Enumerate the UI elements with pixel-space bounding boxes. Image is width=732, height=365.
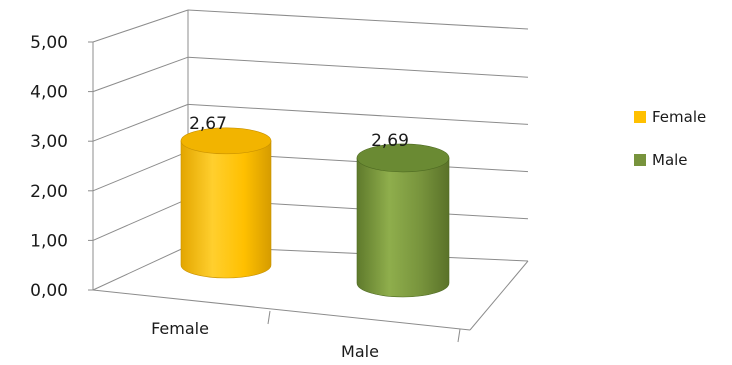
y-tick-label-1: 1,00 [30, 231, 68, 251]
x-tick-label-male: Male [341, 342, 379, 361]
legend-item-female: Female [634, 106, 706, 128]
gridline-back-3 [187, 103, 529, 125]
gridline-side-3 [92, 103, 189, 142]
x-axis-front [92, 289, 471, 331]
x-tick-0 [267, 310, 271, 325]
gridline-side-4 [92, 56, 189, 93]
y-tick-label-5: 5,00 [30, 33, 68, 53]
legend-label-male: Male [652, 151, 688, 169]
y-tick-label-2: 2,00 [30, 182, 68, 202]
gridline-back-4 [187, 56, 529, 78]
legend-label-female: Female [652, 108, 707, 126]
gridline-side-1 [92, 198, 189, 241]
gridline-back-5 [187, 9, 529, 30]
floor-right-edge [469, 260, 529, 331]
data-label-female: 2,67 [189, 114, 227, 134]
data-label-male: 2,69 [371, 131, 409, 151]
bar-body-male [356, 157, 450, 298]
y-tick-label-3: 3,00 [30, 132, 68, 152]
legend-swatch-male [634, 154, 646, 166]
floor-left-edge [92, 245, 189, 291]
label-layer: 0,00 1,00 2,00 3,00 4,00 5,00 Female Male 2,67 2,… [30, 33, 409, 361]
bar-body-female [180, 140, 272, 279]
gridline-side-5 [92, 9, 189, 43]
bar-top-female [180, 127, 272, 155]
gridline-side-2 [92, 151, 189, 192]
legend: Female Male [634, 106, 706, 192]
legend-item-male: Male [634, 149, 706, 171]
x-tick-label-female: Female [151, 319, 209, 338]
bar-female [180, 127, 272, 279]
y-tick-label-4: 4,00 [30, 83, 68, 103]
bar-layer [180, 127, 450, 298]
y-tick-label-0: 0,00 [30, 281, 68, 301]
bar-top-male [356, 143, 450, 173]
bar-male [356, 143, 450, 298]
x-tick-1 [457, 328, 461, 343]
grid-layer [92, 9, 529, 241]
axis-layer [88, 10, 529, 343]
legend-swatch-female [634, 111, 646, 123]
